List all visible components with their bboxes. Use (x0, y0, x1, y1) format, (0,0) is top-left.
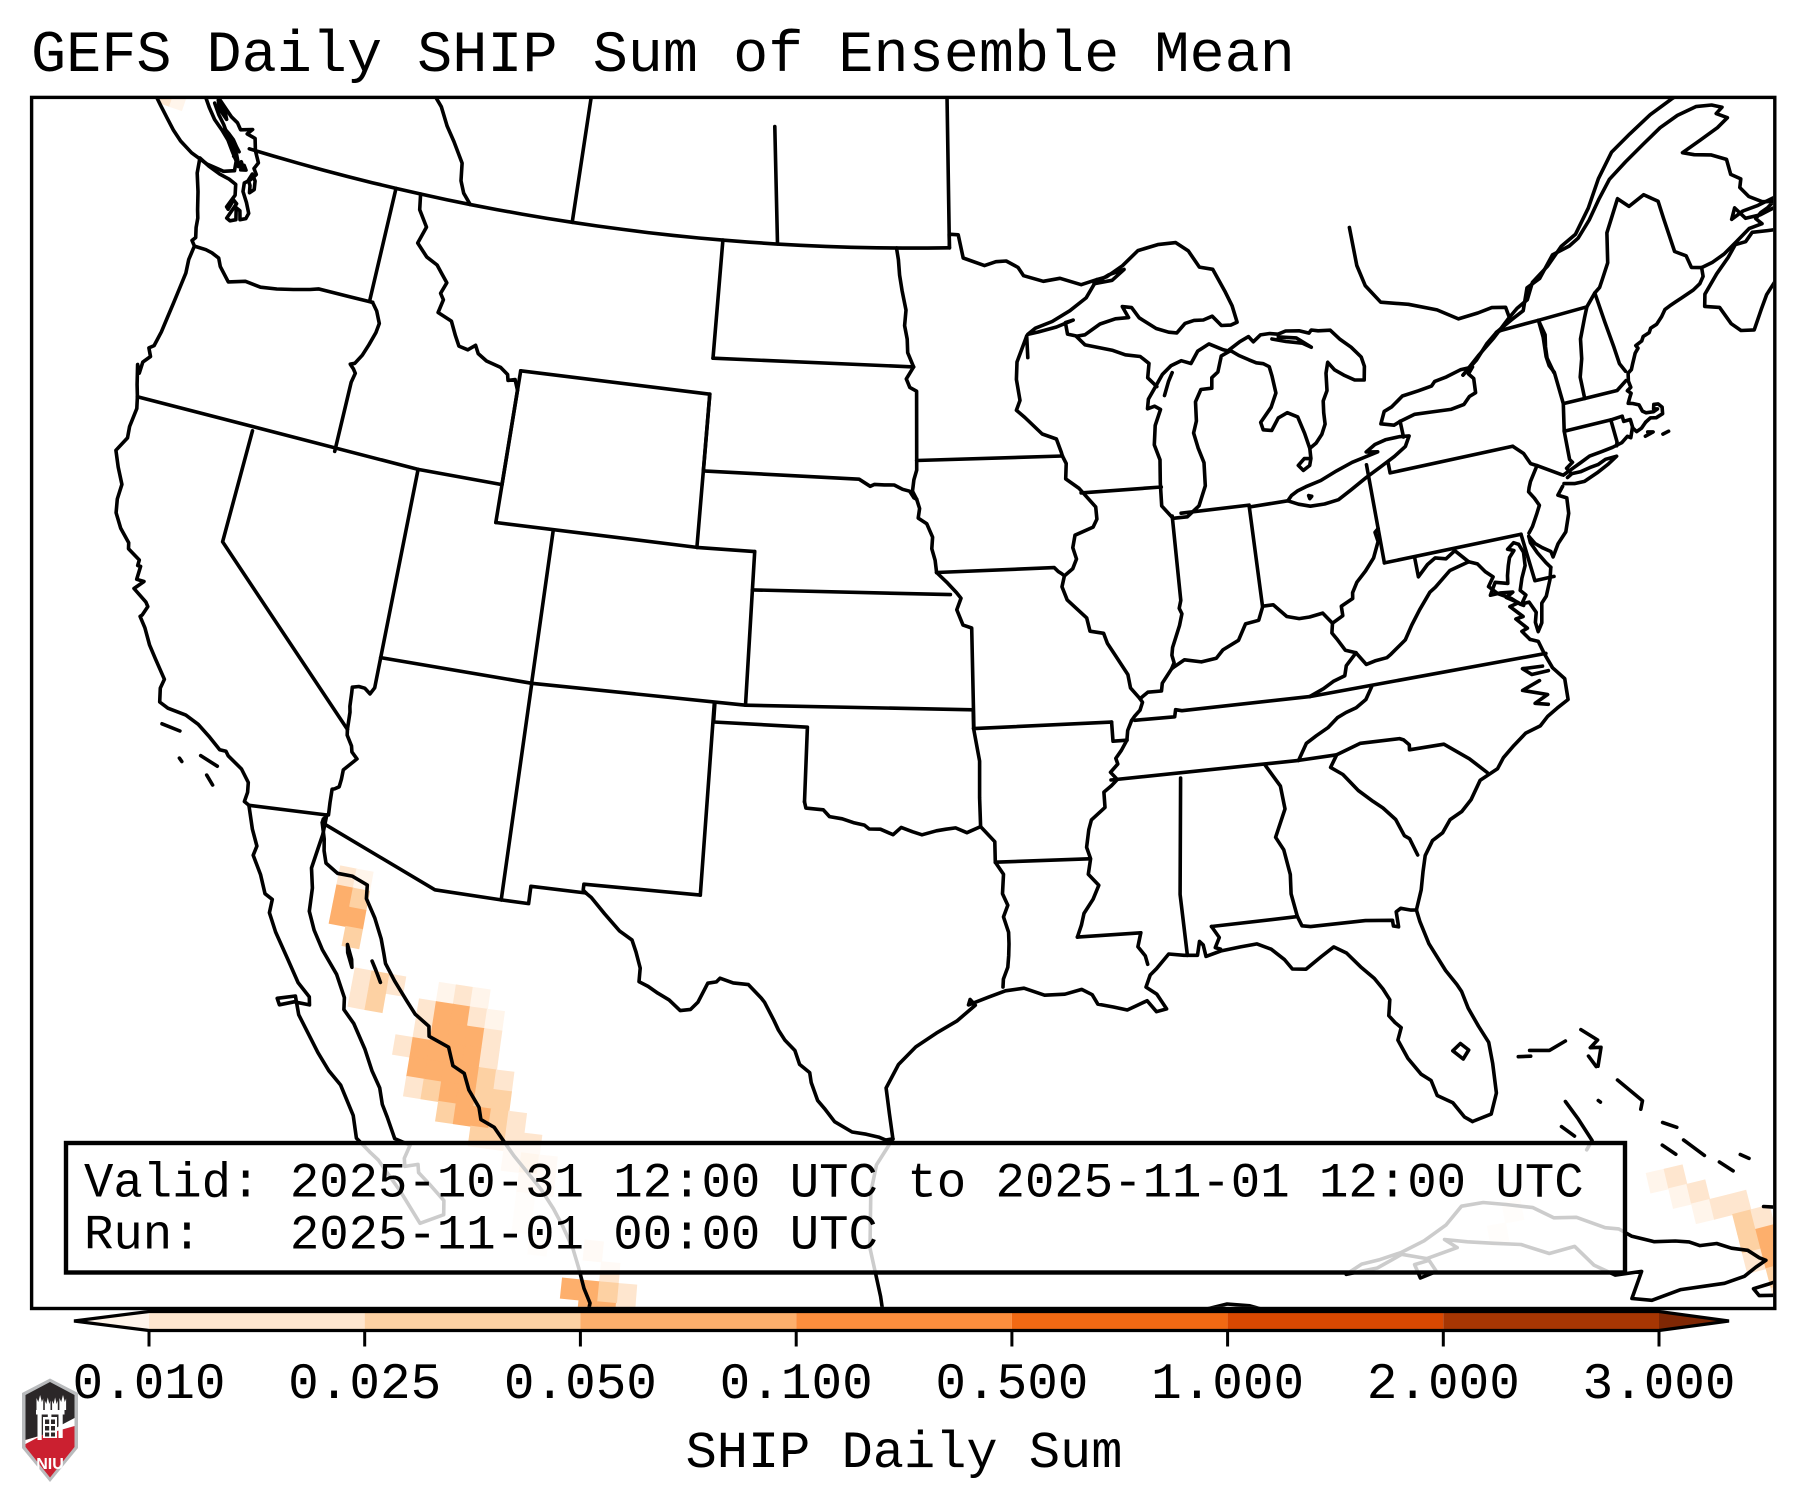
svg-text:0.025: 0.025 (288, 1357, 441, 1414)
svg-text:0.050: 0.050 (504, 1357, 657, 1414)
svg-text:NIU: NIU (36, 1456, 64, 1473)
svg-text:1.000: 1.000 (1151, 1357, 1304, 1414)
svg-text:0.010: 0.010 (72, 1357, 225, 1414)
svg-text:Run: 2025-11-01 00:00 UTC: Run: 2025-11-01 00:00 UTC (84, 1208, 878, 1264)
svg-text:2.000: 2.000 (1367, 1357, 1520, 1414)
svg-text:3.000: 3.000 (1582, 1357, 1735, 1414)
svg-text:0.500: 0.500 (935, 1357, 1088, 1414)
svg-text:SHIP Daily Sum: SHIP Daily Sum (686, 1424, 1123, 1483)
svg-text:GEFS Daily SHIP Sum of Ensembl: GEFS Daily SHIP Sum of Ensemble Mean (31, 22, 1295, 89)
svg-text:Valid: 2025-10-31 12:00 UTC to: Valid: 2025-10-31 12:00 UTC to 2025-11-0… (84, 1156, 1584, 1212)
svg-text:0.100: 0.100 (720, 1357, 873, 1414)
